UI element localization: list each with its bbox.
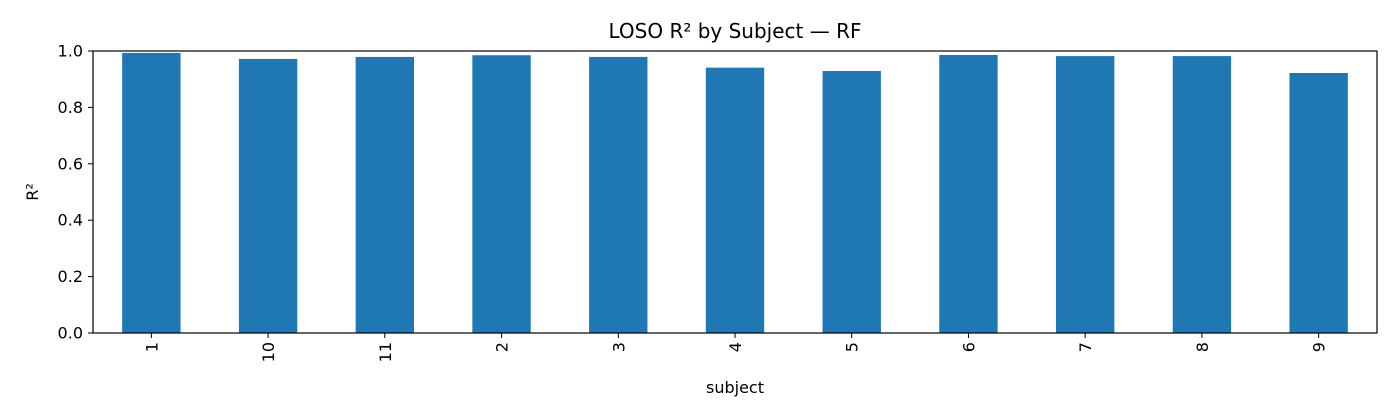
x-tick-label: 10 — [259, 342, 278, 362]
y-tick-label: 0.8 — [58, 98, 83, 117]
x-tick-label: 5 — [843, 342, 862, 352]
x-tick-label: 2 — [493, 342, 512, 352]
bar-subject-5 — [822, 71, 881, 334]
bars-group — [122, 52, 1348, 334]
x-tick-label: 9 — [1310, 342, 1329, 352]
chart-title: LOSO R² by Subject — RF — [608, 19, 861, 43]
x-tick-label: 1 — [142, 342, 161, 352]
y-axis-ticks: 0.0 0.2 0.4 0.6 0.8 1.0 — [58, 42, 93, 343]
bar-subject-6 — [939, 54, 998, 333]
x-axis-label: subject — [706, 378, 764, 397]
bar-subject-2 — [472, 55, 531, 333]
plot-area-frame — [92, 50, 1378, 334]
bar-subject-3 — [589, 56, 648, 334]
x-tick-label: 8 — [1193, 342, 1212, 352]
x-tick-label: 7 — [1076, 342, 1095, 352]
y-axis-label: R² — [23, 183, 42, 201]
x-tick-label: 4 — [726, 342, 745, 352]
x-tick-label: 11 — [376, 342, 395, 362]
bar-subject-11 — [355, 56, 414, 334]
x-tick-label: 6 — [959, 342, 978, 352]
y-tick-label: 0.6 — [58, 154, 83, 173]
bar-subject-1 — [122, 52, 181, 333]
x-tick-label: 3 — [609, 342, 628, 352]
bar-subject-9 — [1289, 73, 1348, 333]
bar-subject-7 — [1056, 56, 1115, 333]
y-tick-label: 0.2 — [58, 267, 83, 286]
y-tick-label: 0.0 — [58, 324, 83, 343]
y-tick-label: 0.4 — [58, 211, 83, 230]
y-tick-label: 1.0 — [58, 42, 83, 61]
x-axis-ticks: 1 10 11 2 3 4 5 6 7 8 9 — [142, 333, 1329, 362]
bar-subject-4 — [705, 67, 765, 333]
bar-subject-10 — [238, 58, 298, 334]
bar-subject-8 — [1172, 56, 1232, 333]
